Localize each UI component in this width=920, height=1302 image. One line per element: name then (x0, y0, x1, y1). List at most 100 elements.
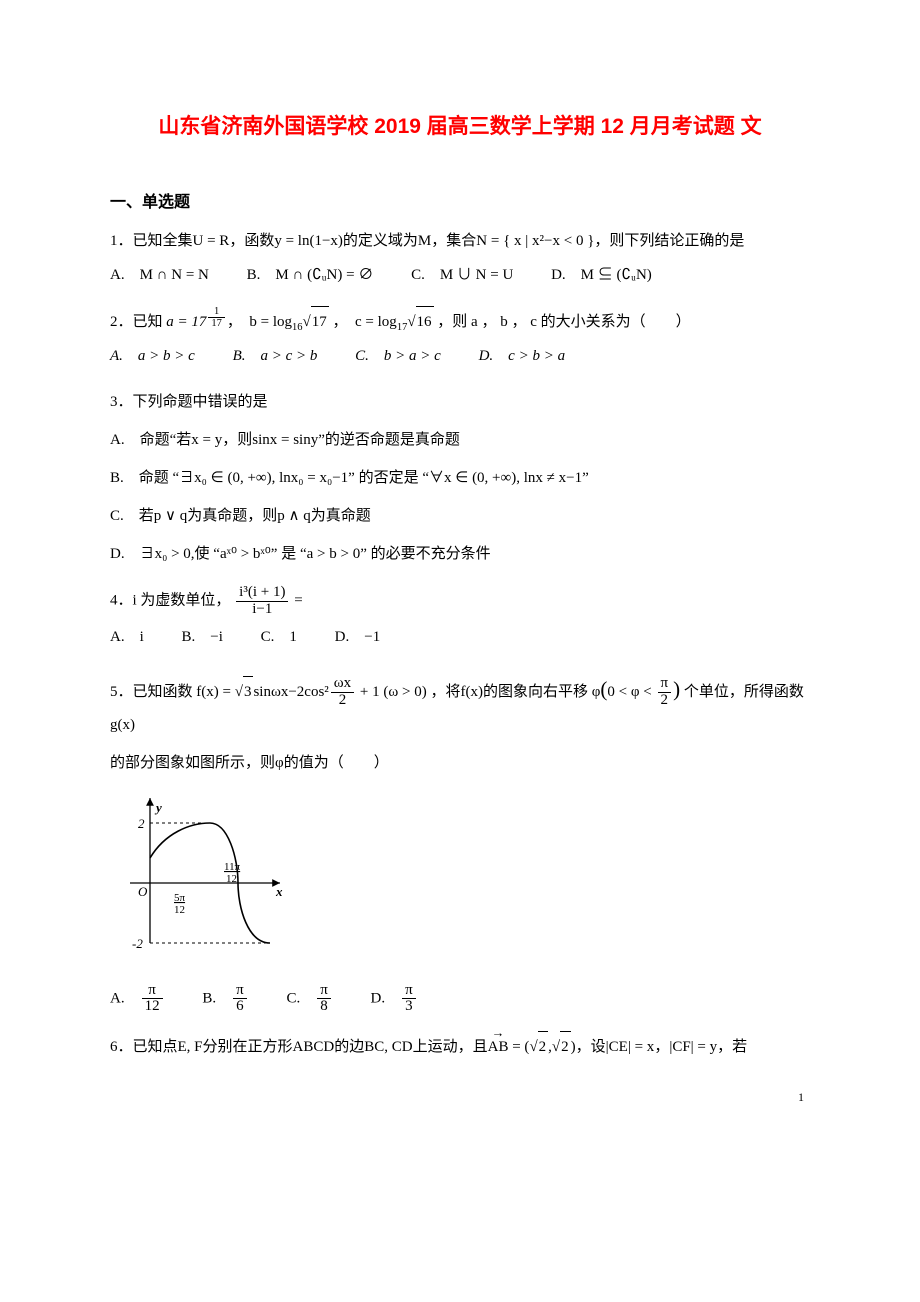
q1-mid3: ，集合 (431, 233, 476, 249)
q5-mid2: 的图象向右平移 (483, 684, 588, 700)
q5-ftail: + 1 (ω > 0) (356, 684, 427, 700)
ytick-m2: -2 (132, 936, 143, 951)
q2-opt-a: A. a > b > c (110, 341, 195, 371)
q3-d-ex: ∃x₀ > 0, (140, 546, 195, 562)
q2-sep1: ， b = log (227, 314, 292, 330)
q4-options: A. i B. −i C. 1 D. −1 (110, 622, 810, 652)
q5-a-d: 12 (142, 999, 163, 1015)
q4-opt-a: A. i (110, 622, 144, 652)
q5-l2-phi: φ (275, 755, 284, 771)
q5-cos-n: ωx (331, 676, 354, 693)
q2-b-rad: √17 (303, 306, 329, 337)
q5-sqrt3-c: 3 (243, 676, 254, 707)
q1-options: A. M ∩ N = N B. M ∩ (∁ᵤN) = ∅ C. M ∪ N =… (110, 260, 810, 290)
q1-mid1: ，函数 (229, 233, 274, 249)
q3-b-p: ∃x₀ ∈ (0, +∞), lnx₀ = x₀−1 (179, 470, 348, 486)
q1-M: M (418, 233, 431, 249)
q4-eq: = (290, 593, 302, 609)
q5-pre: 5．已知函数 (110, 684, 193, 700)
question-5: 5．已知函数 f(x) = √3sinωx−2cos²ωx2 + 1 (ω > … (110, 668, 810, 1016)
q5-phi-a: 0 < φ < (607, 684, 655, 700)
q2-opt-b: B. a > c > b (233, 341, 318, 371)
q3-b-mid: ” 的否定是 “ (348, 470, 429, 486)
q4-pre: 4．i 为虚数单位， (110, 593, 230, 609)
q5-d-n: π (402, 983, 416, 1000)
q3-c-pvq: p ∨ q (154, 508, 187, 524)
q4-opt-c: C. 1 (261, 622, 297, 652)
q5-graph-svg: 2 -2 O y x 5π 12 11π 12 (120, 788, 290, 958)
question-4: 4．i 为虚数单位， i³(i + 1) i−1 = A. i B. −i C.… (110, 585, 810, 652)
q4-frac-n: i³(i + 1) (236, 585, 288, 602)
q3-d-pre: D. (110, 546, 140, 562)
q1-opt-c: C. M ∪ N = U (411, 260, 513, 290)
q5-a-n: π (142, 983, 163, 1000)
q3-d-mid2: ” 是 “ (271, 546, 307, 562)
xtick-5pi12-n: 5π (174, 892, 186, 904)
q5-opt-d: D. π3 (371, 983, 418, 1016)
q3-c-mid: 为真命题，则 (187, 508, 277, 524)
q6-m1: 分别在正方形 (203, 1039, 293, 1055)
q5-opt-c: C. π8 (286, 983, 332, 1016)
q6-r2a: √2 (529, 1031, 548, 1062)
q3-a-mid: ，则 (222, 432, 252, 448)
q1-y: y = ln(1−x) (274, 233, 343, 249)
q5-rp: ) (673, 677, 680, 701)
q2-options: A. a > b > c B. a > c > b C. b > a > c D… (110, 341, 810, 371)
q5-sqrt3: √3 (235, 676, 254, 707)
q3-b-neg: ∀x ∈ (0, +∞), lnx ≠ x−1 (429, 470, 582, 486)
origin-o: O (138, 884, 148, 899)
q6-m3: 上运动，且 (413, 1039, 488, 1055)
q3-a-sin: sinx = siny (252, 432, 318, 448)
q3-c-end: 为真命题 (311, 508, 371, 524)
q1-opt-b: B. M ∩ (∁ᵤN) = ∅ (247, 260, 374, 290)
q6-ce: |CE| = x (606, 1039, 655, 1055)
q5-l2-end: 的值为（ ） (284, 755, 389, 771)
xtick-5pi12-d: 12 (174, 904, 185, 916)
q5-fmid1: sinωx−2cos² (253, 684, 328, 700)
page-title: 山东省济南外国语学校 2019 届高三数学上学期 12 月月考试题 文 (110, 110, 810, 140)
axis-y: y (154, 800, 162, 815)
q1-opt-d: D. M ⊆ (∁ᵤN) (551, 260, 652, 290)
q3-c-paq: p ∧ q (277, 508, 310, 524)
q3-c-pre: C. 若 (110, 508, 154, 524)
q1-opt-c-text: M ∪ N = U (440, 267, 513, 283)
q3-opt-a: A. 命题“若x = y，则sinx = siny”的逆否命题是真命题 (110, 425, 810, 455)
q3-opt-d: D. ∃x₀ > 0,使 “aˣ⁰ > bˣ⁰” 是 “a > b > 0” 的… (110, 539, 810, 569)
q6-m4: ，设 (576, 1039, 606, 1055)
q5-graph: 2 -2 O y x 5π 12 11π 12 (120, 788, 810, 969)
q1-opt-b-text: M ∩ (∁ᵤN) = ∅ (275, 267, 373, 283)
q3-d-end: ” 的必要不充分条件 (360, 546, 490, 562)
q6-r2a-c: 2 (538, 1031, 549, 1062)
q3-b-pre: B. 命题 “ (110, 470, 179, 486)
q5-opt-b: B. π6 (202, 983, 248, 1016)
q3-d-ab: aˣ⁰ > bˣ⁰ (220, 546, 271, 562)
q2-end: ，则 a ， b ， c 的大小关系为（ ） (434, 314, 691, 330)
axis-x: x (275, 884, 283, 899)
q3-b-end: ” (582, 470, 589, 486)
q6-pre: 6．已知点 (110, 1039, 178, 1055)
q4-frac-d: i−1 (236, 602, 288, 618)
question-3: 3．下列命题中错误的是 A. 命题“若x = y，则sinx = siny”的逆… (110, 387, 810, 569)
q5-phi-d: 2 (658, 693, 672, 709)
q2-opt-d: D. c > b > a (479, 341, 566, 371)
q6-m2: 的边 (334, 1039, 364, 1055)
q3-opt-b: B. 命题 “∃x₀ ∈ (0, +∞), lnx₀ = x₀−1” 的否定是 … (110, 463, 810, 493)
q5-l2-pre: 的部分图象如图所示，则 (110, 755, 275, 771)
q6-cf: |CF| = y (669, 1039, 717, 1055)
q3-a-xy: x = y (191, 432, 222, 448)
q3-a-end: ”的逆否命题是真命题 (318, 432, 460, 448)
q2-a-exp: 117 (208, 306, 225, 329)
q1-mid2: 的定义域为 (343, 233, 418, 249)
q1-N: N = { x | x²−x < 0 } (476, 233, 594, 249)
question-1: 1．已知全集U = R，函数y = ln(1−x)的定义域为M，集合N = { … (110, 226, 810, 290)
q1-opt-a: A. M ∩ N = N (110, 260, 209, 290)
q2-pre: 2．已知 (110, 314, 166, 330)
q1-opt-a-text: M ∩ N = N (140, 267, 209, 283)
q1-U: U = R (193, 233, 230, 249)
q6-r2b-c: 2 (560, 1031, 571, 1062)
q3-stem: 3．下列命题中错误的是 (110, 387, 810, 417)
q6-ef: E, F (178, 1039, 203, 1055)
q5-d-d: 3 (402, 999, 416, 1015)
q2-opt-c: C. b > a > c (355, 341, 441, 371)
q6-m5: ， (654, 1039, 669, 1055)
